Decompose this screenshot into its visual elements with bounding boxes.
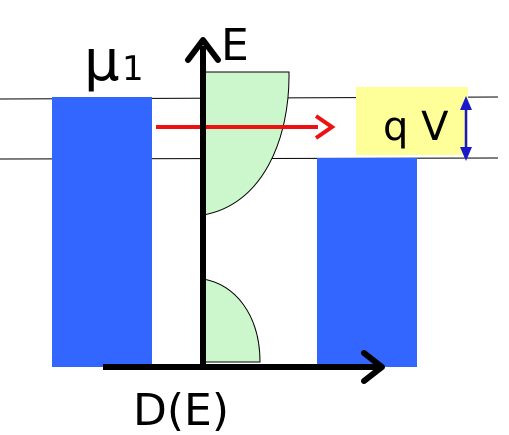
right-arrow-icon	[156, 114, 336, 140]
dos-axis	[103, 350, 385, 384]
dos-axis-label: D(E)	[133, 385, 229, 435]
double-vertical-arrow-icon	[460, 96, 472, 161]
bias-box	[356, 87, 468, 155]
dos-upper-band	[202, 71, 290, 216]
energy-axis-label: E	[221, 20, 249, 71]
right-electrode	[317, 158, 417, 367]
energy-axis	[185, 37, 221, 366]
dos-lower-band	[202, 278, 261, 363]
chemical-potential-subscript: 1	[122, 49, 144, 89]
chemical-potential-symbol: μ	[84, 29, 120, 94]
left-electrode	[52, 97, 152, 367]
bias-label: q V	[383, 104, 449, 150]
